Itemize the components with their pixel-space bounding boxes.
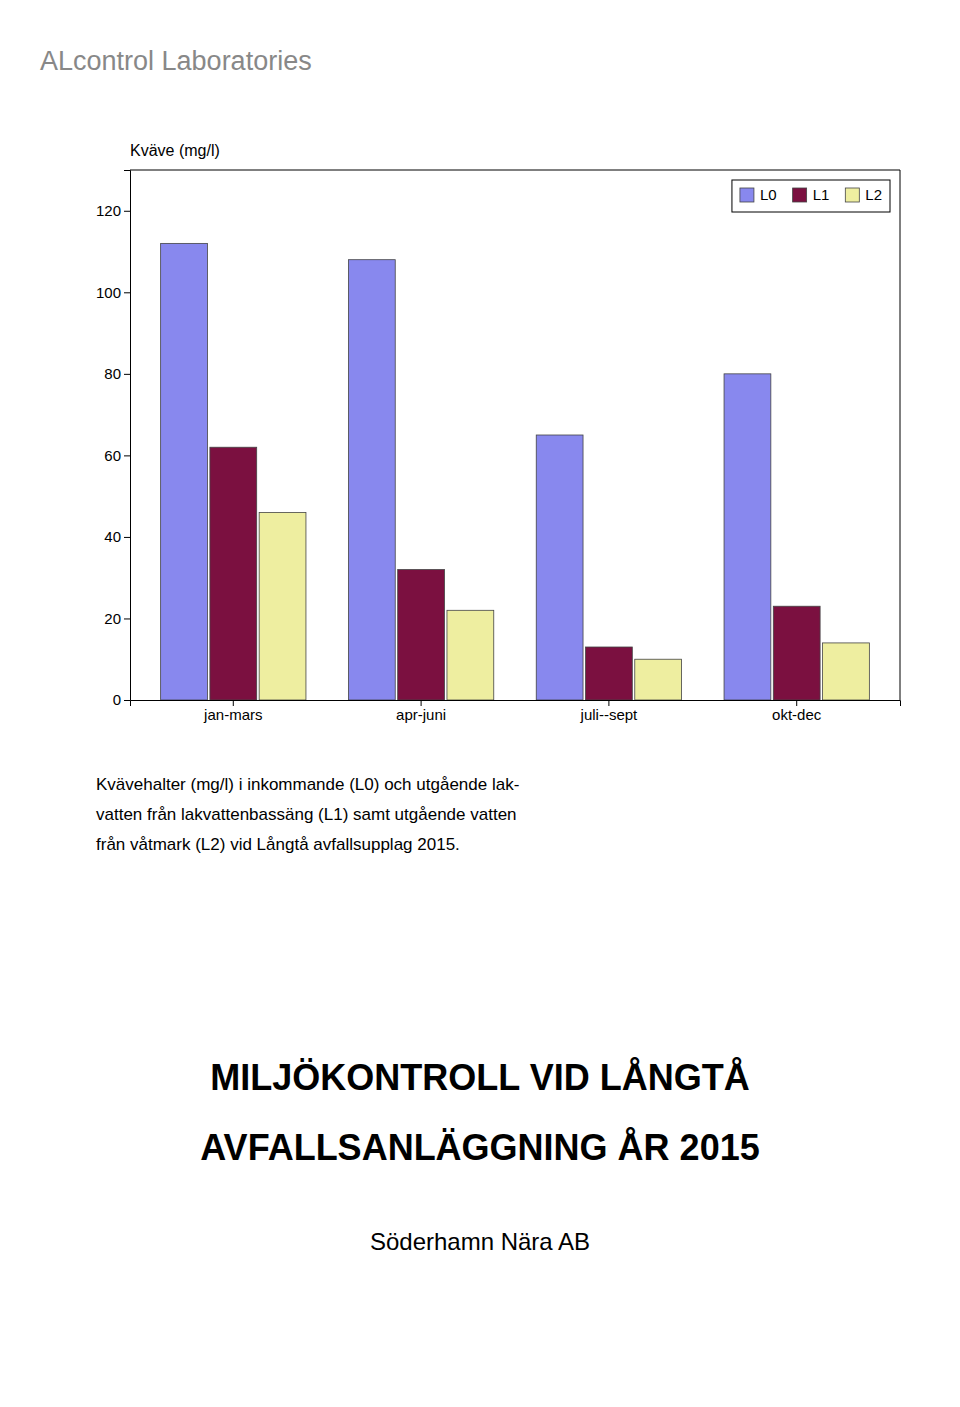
series xyxy=(259,512,869,700)
tick: 60 xyxy=(104,447,130,464)
tick: jan-mars xyxy=(203,700,262,723)
bar xyxy=(823,643,870,700)
series xyxy=(210,447,820,700)
tick: 100 xyxy=(96,284,130,301)
tick-mark xyxy=(124,374,130,375)
legend-item: L0 xyxy=(740,186,777,203)
tick: 20 xyxy=(104,610,130,627)
bar xyxy=(259,512,306,700)
plot-frame xyxy=(900,170,901,700)
legend-swatch xyxy=(845,188,859,202)
caption: från våtmark (L2) vid Långtå avfallsuppl… xyxy=(96,835,460,854)
tick-label: 100 xyxy=(96,284,121,301)
tick-mark xyxy=(124,455,130,456)
bar xyxy=(161,243,208,700)
tick-label: okt-dec xyxy=(772,706,822,723)
tick-label: jan-mars xyxy=(203,706,262,723)
bar xyxy=(447,610,494,700)
x-axis: jan-mars apr-juni juli--sept okt-dec xyxy=(131,700,901,723)
tick-label: 80 xyxy=(104,365,121,382)
tick-mark xyxy=(124,211,130,212)
legend: L0 L1 L2 xyxy=(732,180,890,212)
footer: MILJÖKONTROLL VID LÅNGTÅ xyxy=(210,1057,749,1098)
tick-mark xyxy=(124,292,130,293)
bar xyxy=(348,260,395,700)
tick: juli--sept xyxy=(580,700,639,723)
tick-label: 60 xyxy=(104,447,121,464)
legend-swatch xyxy=(740,188,754,202)
tick-mark xyxy=(124,700,130,701)
bar xyxy=(773,606,820,700)
bar xyxy=(398,570,445,700)
tick-label: 40 xyxy=(104,528,121,545)
tick: okt-dec xyxy=(772,700,822,723)
tick-label: 20 xyxy=(104,610,121,627)
axis-line xyxy=(124,171,131,701)
tick-label: apr-juni xyxy=(396,706,446,723)
tick-label: 120 xyxy=(96,202,121,219)
legend-item: L1 xyxy=(793,186,830,203)
bars xyxy=(161,243,870,700)
tick: 40 xyxy=(104,528,130,545)
footer: AVFALLSANLÄGGNING ÅR 2015 xyxy=(200,1127,759,1168)
tick: 80 xyxy=(104,365,130,382)
tick: apr-juni xyxy=(396,700,446,723)
legend-item: L2 xyxy=(845,186,882,203)
tick: 120 xyxy=(96,202,130,219)
chart: 0 20 40 60 80 100 120 jan-mars apr-juni juli--sep… xyxy=(96,142,901,723)
caption: Kvävehalter (mg/l) i inkommande (L0) och… xyxy=(96,775,519,794)
tick-mark xyxy=(124,537,130,538)
tick-label: juli--sept xyxy=(580,706,639,723)
bar xyxy=(724,374,771,700)
legend-label: L0 xyxy=(760,186,777,203)
axis-title: Kväve (mg/l) xyxy=(130,142,220,159)
plot-frame xyxy=(130,170,900,171)
bar xyxy=(635,659,682,700)
bar xyxy=(586,647,633,700)
series xyxy=(161,243,771,700)
bar xyxy=(210,447,257,700)
caption: vatten från lakvattenbassäng (L1) samt u… xyxy=(96,805,517,824)
legend-label: L2 xyxy=(865,186,882,203)
bar xyxy=(536,435,583,700)
legend-swatch xyxy=(793,188,807,202)
tick-mark xyxy=(124,618,130,619)
legend-label: L1 xyxy=(813,186,830,203)
footer: Söderhamn Nära AB xyxy=(370,1228,590,1255)
legend-box xyxy=(732,180,890,212)
tick: 0 xyxy=(113,691,130,708)
tick-label: 0 xyxy=(113,691,121,708)
header: ALcontrol Laboratories xyxy=(40,46,312,76)
y-axis: 0 20 40 60 80 100 120 xyxy=(96,171,131,709)
figure: ALcontrol Laboratories 0 20 40 60 80 100 120 jan… xyxy=(0,0,960,1407)
